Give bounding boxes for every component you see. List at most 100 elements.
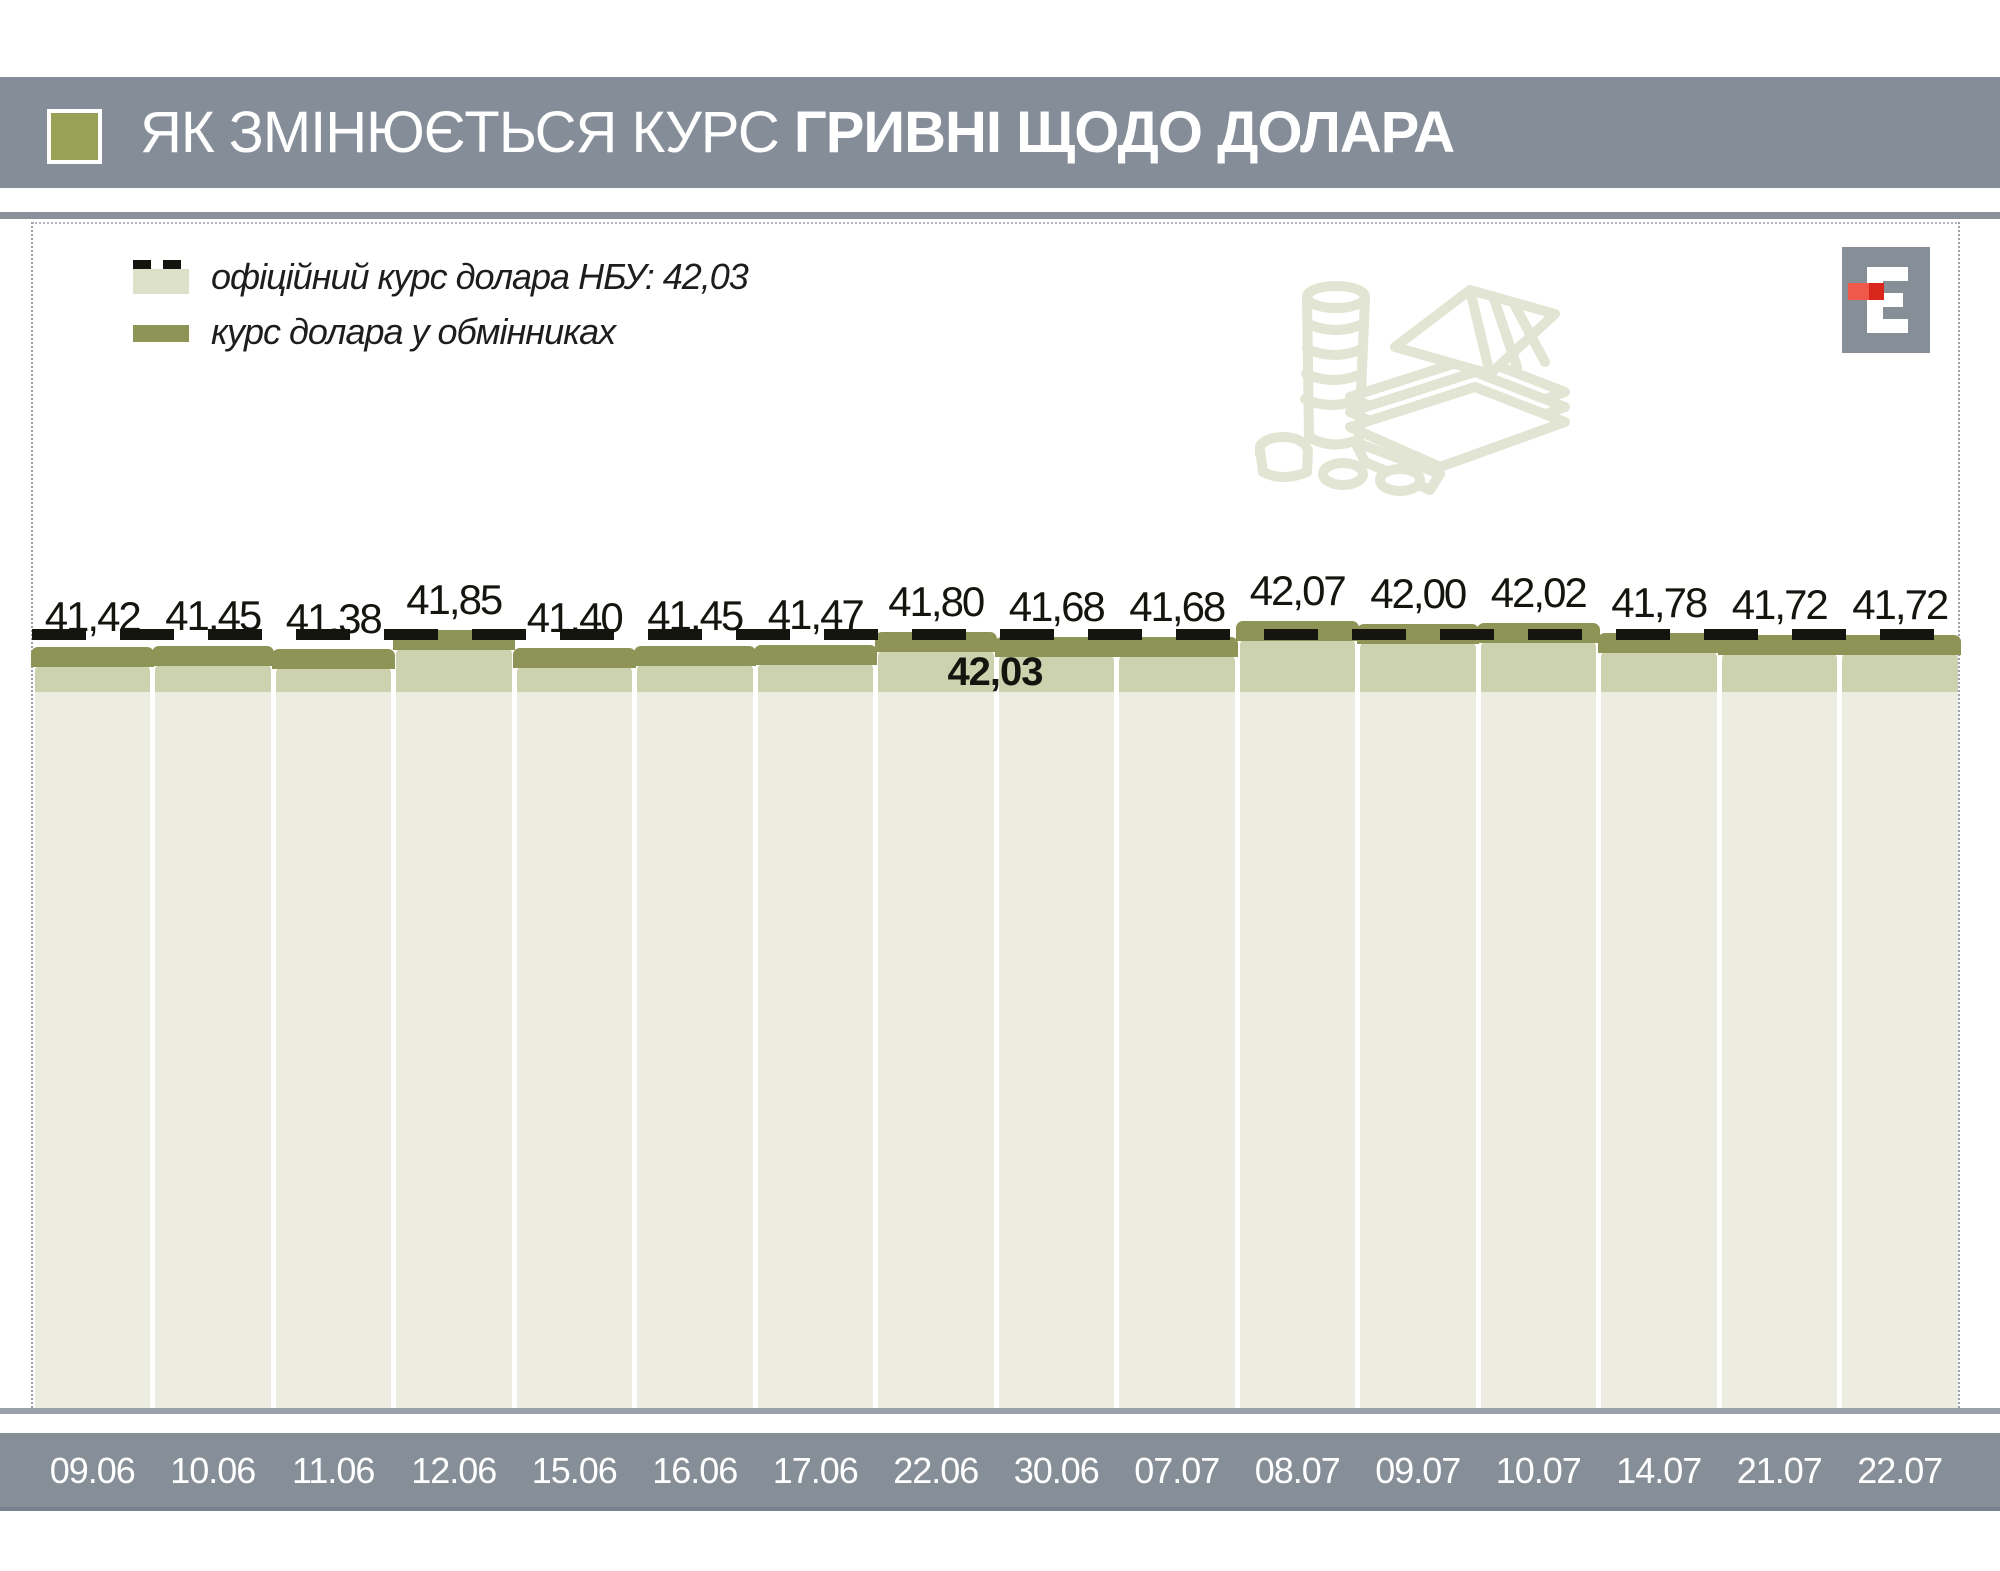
- bar-value-label: 41,78: [1611, 579, 1708, 626]
- page-title-bold: ГРИВНІ ЩОДО ДОЛАРА: [793, 100, 1455, 165]
- exchange-rate-line-segment: [754, 645, 877, 666]
- bar-value-label: 41,45: [647, 592, 744, 640]
- bar-top-band: [34, 665, 150, 692]
- chart-frame-left: [31, 222, 33, 1408]
- bar: [1480, 641, 1596, 1408]
- date-label: 22.07: [1857, 1450, 1943, 1491]
- bar: [998, 655, 1114, 1408]
- bar-top-band: [1480, 641, 1596, 692]
- logo-red-dark: [1869, 283, 1884, 300]
- x-axis-line: [0, 1408, 2000, 1414]
- bar-body: [1119, 692, 1235, 1408]
- bar-value-label: 42,02: [1490, 569, 1588, 617]
- bar-body: [1360, 691, 1476, 1408]
- bar-value-label: 41,40: [526, 594, 624, 642]
- bar-value-label: 41,45: [165, 592, 262, 640]
- bar: [1360, 642, 1476, 1408]
- exchange-rate-line-segment: [151, 646, 274, 667]
- bar-top-band: [1601, 651, 1717, 692]
- bar: [757, 663, 873, 1408]
- bar: [878, 650, 994, 1408]
- bar-value-label: 41,72: [1731, 581, 1829, 629]
- bar: [275, 667, 391, 1408]
- ep-logo: [1842, 247, 1930, 353]
- bar: [396, 648, 512, 1408]
- exchange-rate-line-segment: [1838, 635, 1961, 656]
- exchange-rate-line-segment: [995, 637, 1118, 657]
- date-label: 08.07: [1254, 1450, 1341, 1491]
- exchange-rate-line-segment: [1115, 637, 1238, 657]
- date-label: 09.07: [1375, 1450, 1461, 1491]
- bar-body: [1601, 692, 1717, 1408]
- bar-body: [155, 691, 271, 1408]
- official-rate-dashed-line: [32, 629, 1959, 640]
- date-label: 10.06: [170, 1450, 256, 1491]
- bar: [34, 665, 150, 1408]
- bar-body: [396, 691, 512, 1408]
- date-label: 09.06: [49, 1450, 136, 1491]
- legend-label-exchange: курс долара у обмінниках: [211, 311, 616, 352]
- bar-top-band: [998, 655, 1114, 692]
- bar: [1721, 653, 1837, 1408]
- bar-body: [998, 692, 1114, 1408]
- bar-body: [878, 691, 994, 1408]
- bar-body: [1721, 691, 1837, 1408]
- date-label: 21.07: [1736, 1450, 1823, 1491]
- date-label: 17.06: [772, 1450, 859, 1491]
- bar-value-label: 41,72: [1852, 581, 1949, 629]
- header-separator: [0, 212, 2000, 219]
- chart-frame-right: [1958, 222, 1960, 1408]
- bar-value-label: 41,85: [406, 576, 503, 624]
- bar-body: [275, 692, 391, 1408]
- bar-top-band: [396, 648, 512, 692]
- bar: [1119, 655, 1235, 1408]
- money-illustration-icon: [1255, 281, 1570, 496]
- header-bar: ЯК ЗМІНЮЄТЬСЯ КУРС ГРИВНІ ЩОДО ДОЛАРА: [0, 77, 2000, 188]
- date-label: 30.06: [1013, 1450, 1100, 1491]
- bar: [516, 666, 632, 1408]
- bar-value-label: 41,47: [767, 591, 865, 639]
- bar: [1601, 651, 1717, 1408]
- bar-top-band: [878, 650, 994, 692]
- bar-value-label: 42,00: [1370, 570, 1467, 618]
- bar-value-label: 41,68: [1008, 583, 1106, 630]
- bar-top-band: [1360, 642, 1476, 692]
- bar-top-band: [155, 664, 271, 692]
- date-label: 11.06: [292, 1450, 375, 1491]
- bar-top-band: [757, 663, 873, 692]
- bar-top-band: [516, 666, 632, 692]
- bar-body: [1239, 691, 1355, 1408]
- exchange-rate-line-segment: [513, 648, 636, 669]
- page-title-regular: ЯК ЗМІНЮЄТЬСЯ КУРС: [140, 100, 794, 165]
- bar: [155, 664, 271, 1408]
- date-label: 12.06: [411, 1450, 497, 1491]
- bar-value-label: 41,68: [1129, 583, 1226, 630]
- date-label: 16.06: [652, 1450, 738, 1491]
- exchange-rate-line-segment: [31, 647, 154, 668]
- bar-value-label: 41,38: [285, 595, 383, 642]
- bar-value-label: 41,80: [888, 578, 985, 626]
- legend-label-official: офіційний курс долара НБУ: 42,03: [211, 256, 749, 297]
- legend: офіційний курс долара НБУ: 42,03 курс до…: [133, 256, 749, 353]
- bar-body: [34, 691, 150, 1408]
- bar-top-band: [637, 664, 753, 692]
- bar-value-label: 42,07: [1249, 567, 1347, 615]
- bar: [1239, 639, 1355, 1408]
- date-label: 22.06: [893, 1450, 979, 1491]
- exchange-rate-swatch-icon: [133, 324, 189, 342]
- official-rate-value-label: 42,03: [947, 650, 1043, 694]
- exchange-rate-line-segment: [1718, 635, 1841, 656]
- date-label: 07.07: [1134, 1450, 1220, 1491]
- bar: [1842, 653, 1958, 1408]
- bar-top-band: [1721, 653, 1837, 692]
- bar: [637, 664, 753, 1408]
- legend-item-exchange: курс долара у обмінниках: [133, 311, 748, 353]
- bar-body: [1842, 691, 1958, 1408]
- exchange-rate-line-segment: [272, 649, 395, 669]
- bar-body: [516, 691, 632, 1408]
- bar-body: [637, 691, 753, 1408]
- bar-top-band: [1119, 655, 1235, 692]
- bar-body: [1480, 691, 1596, 1408]
- bar-top-band: [1842, 653, 1958, 692]
